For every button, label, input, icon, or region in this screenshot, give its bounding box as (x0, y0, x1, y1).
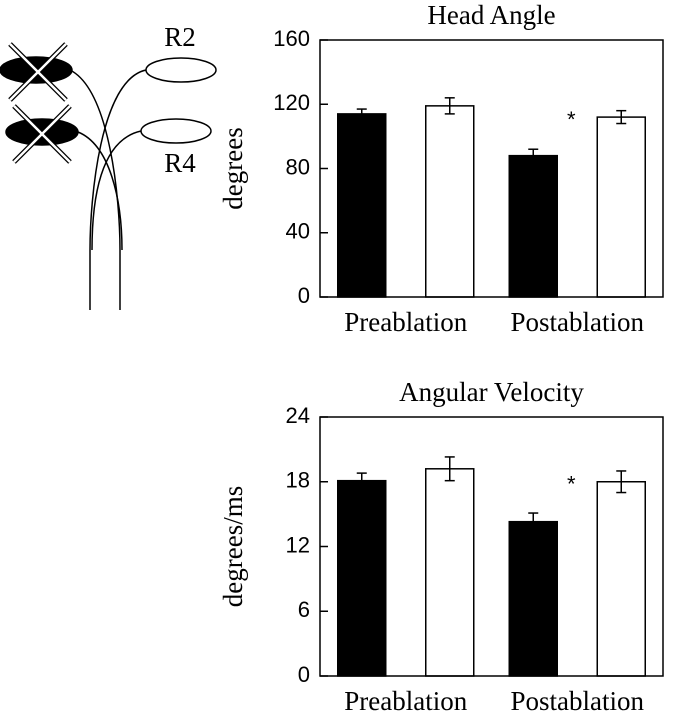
axon (77, 131, 123, 251)
axon (89, 69, 147, 310)
x-tick-label: Postablation (511, 686, 645, 716)
axon (69, 69, 121, 310)
bar (425, 468, 475, 677)
y-axis-label: degrees (218, 127, 248, 209)
bar (596, 116, 646, 298)
y-tick-label: 0 (298, 662, 310, 687)
x-tick-label: Preablation (344, 686, 467, 716)
chart-title: Head Angle (427, 0, 555, 30)
y-tick-label: 24 (286, 403, 310, 428)
bar (508, 520, 558, 677)
y-tick-label: 160 (273, 26, 310, 51)
annotation: * (567, 107, 576, 132)
y-tick-label: 80 (286, 154, 310, 179)
plot-frame (319, 39, 664, 298)
cell (140, 118, 212, 144)
error-bar (356, 108, 367, 120)
plot-frame (319, 416, 664, 677)
bar (508, 154, 558, 298)
error-bar (528, 512, 539, 532)
cell-label: R2 (164, 22, 196, 52)
y-tick-label: 0 (298, 283, 310, 308)
x-tick-label: Preablation (344, 307, 467, 337)
error-bar (616, 470, 627, 494)
bar (337, 113, 387, 298)
error-bar (528, 148, 539, 163)
y-tick-label: 120 (273, 90, 310, 115)
chart-title: Angular Velocity (399, 377, 584, 407)
cell-label: R4 (164, 148, 196, 178)
bar (337, 479, 387, 677)
y-tick-label: 40 (286, 219, 310, 244)
y-tick-label: 18 (286, 468, 310, 493)
axon (91, 130, 142, 251)
y-tick-label: 6 (298, 597, 310, 622)
error-bar (616, 109, 627, 125)
diagram (0, 42, 217, 310)
error-bar (444, 456, 455, 482)
cell (145, 57, 217, 83)
annotation: * (567, 472, 576, 497)
bar (596, 481, 646, 677)
bar (425, 105, 475, 298)
error-bar (356, 472, 367, 489)
y-axis-label: degrees/ms (218, 486, 248, 607)
error-bar (444, 97, 455, 115)
x-tick-label: Postablation (511, 307, 645, 337)
y-tick-label: 12 (286, 532, 310, 557)
